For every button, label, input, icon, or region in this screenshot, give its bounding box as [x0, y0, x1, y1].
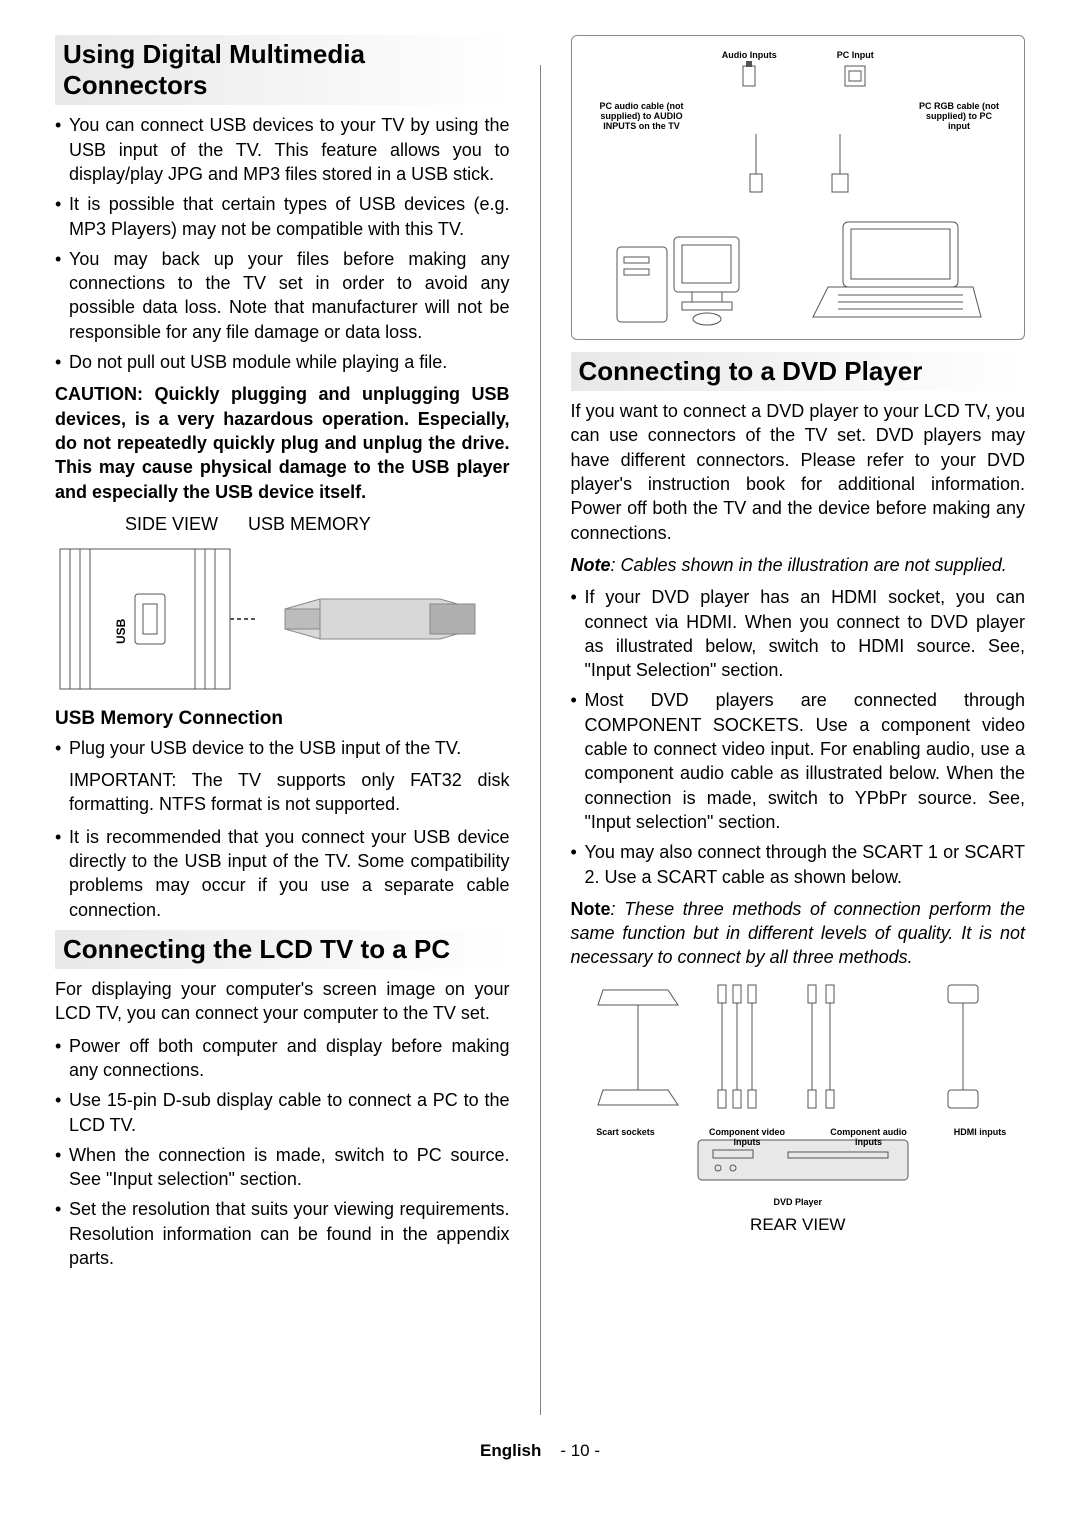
figure-dvd: Scart sockets Component video inputs Com…: [571, 980, 1026, 1237]
note-tail: : These three methods of connection perf…: [571, 899, 1026, 968]
bullet: Do not pull out USB module while playing…: [55, 350, 510, 374]
bullet: It is possible that certain types of USB…: [55, 192, 510, 241]
two-column-layout: Using Digital Multimedia Connectors You …: [55, 35, 1025, 1415]
label-pc-input: PC Input: [837, 51, 874, 61]
vga-port-icon: [843, 61, 867, 91]
label-pc-audio-cable: PC audio cable (not supplied) to AUDIO I…: [592, 102, 692, 132]
bullet: You may back up your files before making…: [55, 247, 510, 344]
heading-pc: Connecting the LCD TV to a PC: [55, 930, 510, 969]
usb-bullets-1: You can connect USB devices to your TV b…: [55, 113, 510, 374]
label-component-audio: Component audio inputs: [829, 1128, 909, 1148]
subhead-usb-memory: USB Memory Connection: [55, 706, 510, 732]
bullet: It is recommended that you connect your …: [55, 825, 510, 922]
column-divider: [540, 65, 541, 1415]
cable-icon: [744, 134, 768, 194]
label-rear-view: REAR VIEW: [571, 1214, 1026, 1237]
audio-jack-icon: [737, 61, 761, 91]
label-usb-memory: USB MEMORY: [248, 512, 371, 536]
pc-bullets: Power off both computer and display befo…: [55, 1034, 510, 1271]
bullet: Most DVD players are connected through C…: [571, 688, 1026, 834]
bullet: You can connect USB devices to your TV b…: [55, 113, 510, 186]
note-lead: Note: [571, 555, 611, 575]
usb-figure-labels: SIDE VIEW USB MEMORY: [55, 512, 510, 536]
label-audio-inputs: Audio Inputs: [722, 51, 777, 61]
left-column: Using Digital Multimedia Connectors You …: [55, 35, 510, 1415]
laptop-icon: [803, 217, 983, 327]
label-pc-rgb-cable: PC RGB cable (not supplied) to PC input: [914, 102, 1004, 132]
cable-icon: [828, 134, 852, 194]
dvd-bullets: If your DVD player has an HDMI socket, y…: [571, 585, 1026, 889]
tv-side-icon: USB: [55, 544, 255, 694]
bullet: Power off both computer and display befo…: [55, 1034, 510, 1083]
label-hdmi: HDMI inputs: [950, 1128, 1010, 1148]
footer-page-number: - 10 -: [560, 1441, 600, 1460]
usb-bullets-2: Plug your USB device to the USB input of…: [55, 736, 510, 760]
usb-stick-icon: [280, 574, 480, 664]
bullet: Use 15-pin D-sub display cable to connec…: [55, 1088, 510, 1137]
label-component-video: Component video inputs: [707, 1128, 787, 1148]
figure-usb: USB: [55, 544, 510, 694]
heading-usb: Using Digital Multimedia Connectors: [55, 35, 510, 105]
label-side-view: SIDE VIEW: [125, 512, 218, 536]
pc-intro: For displaying your computer's screen im…: [55, 977, 510, 1026]
bullet: You may also connect through the SCART 1…: [571, 840, 1026, 889]
dvd-intro: If you want to connect a DVD player to y…: [571, 399, 1026, 545]
usb-bullets-3: It is recommended that you connect your …: [55, 825, 510, 922]
svg-text:USB: USB: [114, 618, 128, 644]
page-footer: English - 10 -: [55, 1440, 1025, 1463]
bullet: Plug your USB device to the USB input of…: [55, 736, 510, 760]
label-scart: Scart sockets: [586, 1128, 666, 1148]
bullet: Set the resolution that suits your viewi…: [55, 1197, 510, 1270]
desktop-pc-icon: [612, 217, 742, 327]
note-lead: Note: [571, 899, 611, 919]
dvd-diagram-icon: [588, 980, 1008, 1200]
caution-text: CAUTION: Quickly plugging and unplugging…: [55, 382, 510, 503]
bullet: When the connection is made, switch to P…: [55, 1143, 510, 1192]
figure-pc: Audio Inputs PC Input PC audio cable (no…: [571, 35, 1026, 340]
important-note: IMPORTANT: The TV supports only FAT32 di…: [55, 768, 510, 817]
bullet: If your DVD player has an HDMI socket, y…: [571, 585, 1026, 682]
note-cables: Note: Cables shown in the illustration a…: [571, 553, 1026, 577]
right-column: Audio Inputs PC Input PC audio cable (no…: [571, 35, 1026, 1415]
note-methods: Note: These three methods of connection …: [571, 897, 1026, 970]
note-tail: : Cables shown in the illustration are n…: [611, 555, 1007, 575]
footer-language: English: [480, 1441, 541, 1460]
heading-dvd: Connecting to a DVD Player: [571, 352, 1026, 391]
